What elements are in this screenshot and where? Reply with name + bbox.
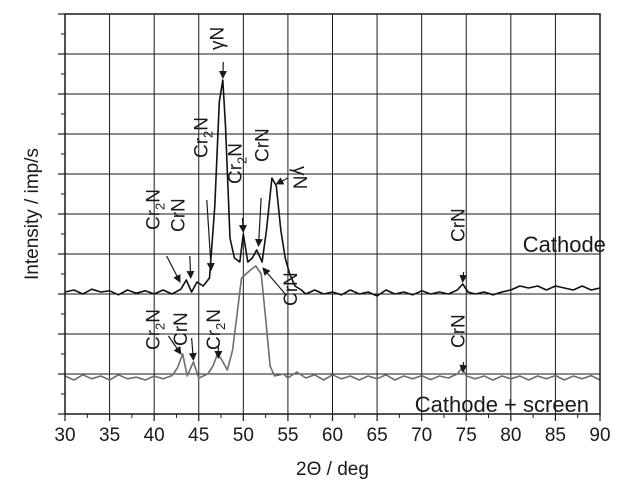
annotation-label: CrN <box>171 312 192 346</box>
series-label-0: Cathode <box>523 232 606 257</box>
annotation-arrow <box>188 337 197 361</box>
x-tick-label: 40 <box>144 425 165 446</box>
annotation-arrow <box>166 255 181 283</box>
annotation-arrow <box>254 197 263 247</box>
annotation-label: Cr2N <box>204 309 228 350</box>
y-ticks <box>58 13 65 415</box>
annotation-label: Cr2N <box>144 189 168 230</box>
annotation-label: CrN <box>448 314 469 348</box>
x-tick-label: 50 <box>233 425 254 446</box>
annotation-arrow <box>238 217 247 233</box>
annotation-label: CrN <box>448 208 469 242</box>
x-ticks: 30 35 40 45 50 55 60 65 70 75 80 85 90 <box>54 414 611 446</box>
series-label-1: Cathode + screen <box>415 392 589 417</box>
grid-lines <box>65 14 600 414</box>
x-tick-label: 45 <box>188 425 209 446</box>
x-axis-label: 2Θ / deg <box>296 459 369 480</box>
annotation-arrow <box>167 335 182 355</box>
x-tick-label: 55 <box>277 425 298 446</box>
x-tick-label: 85 <box>545 425 566 446</box>
annotation-label: Cr2N <box>144 309 168 350</box>
annotation-arrow <box>275 177 289 185</box>
annotation-label: CrN <box>168 198 189 232</box>
annotation-label: Cr2N <box>226 143 250 184</box>
y-axis-label: Intensity / imp/s <box>22 148 43 280</box>
annotation-arrow <box>459 271 468 283</box>
annotation-label: CrN <box>252 128 273 162</box>
x-tick-label: 60 <box>322 425 343 446</box>
annotation-label: γN <box>208 27 229 50</box>
annotation-label: Cr2N <box>192 117 216 158</box>
x-tick-label: 75 <box>456 425 477 446</box>
x-tick-label: 65 <box>367 425 388 446</box>
x-tick-label: 90 <box>589 425 610 446</box>
series-group <box>64 79 601 381</box>
x-tick-label: 80 <box>500 425 521 446</box>
annotation-arrow <box>206 199 215 271</box>
annotation-label: γN <box>288 166 309 189</box>
annotation-arrow <box>186 255 195 279</box>
x-tick-label: 70 <box>411 425 432 446</box>
series-line-0 <box>64 79 601 297</box>
annotation-arrow <box>262 267 286 295</box>
x-tick-label: 30 <box>54 425 75 446</box>
series-line-1 <box>64 265 601 381</box>
series-label-group: Cathode Cathode + screen <box>415 232 606 417</box>
x-tick-label: 35 <box>99 425 120 446</box>
annotation-label: CrN <box>281 272 302 306</box>
annotation-arrow <box>459 361 468 373</box>
